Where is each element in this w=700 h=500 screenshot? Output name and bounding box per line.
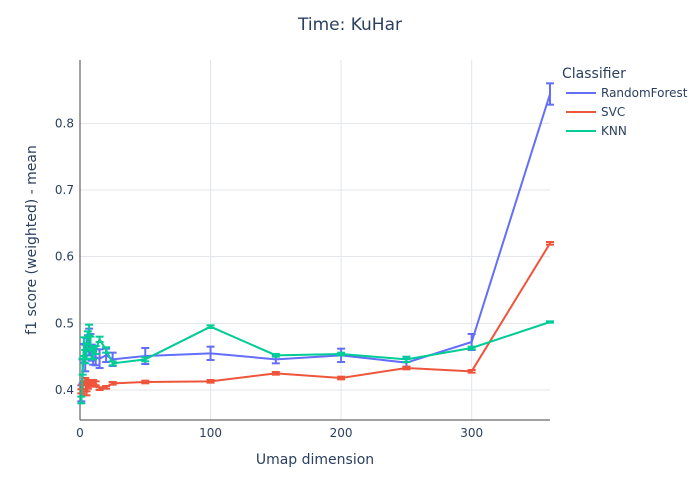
series-group [77, 82, 554, 405]
y-axis-title: f1 score (weighted) - mean [24, 145, 40, 335]
chart-title: Time: KuHar [297, 15, 402, 35]
legend-title: Classifier [562, 66, 626, 82]
legend-item-svc[interactable]: SVC [566, 105, 625, 119]
series-knn [77, 320, 554, 405]
x-tick-label: 0 [76, 426, 84, 440]
axes: 0 100 200 300 0.4 0.5 0.6 0.7 0.8 [55, 60, 550, 440]
legend-item-knn[interactable]: KNN [566, 124, 627, 138]
y-tick-label: 0.4 [55, 383, 74, 397]
legend-label-knn: KNN [601, 124, 627, 138]
x-tick-label: 100 [199, 426, 222, 440]
x-tick-label: 200 [330, 426, 353, 440]
y-tick-label: 0.5 [55, 316, 74, 330]
grid-lines [80, 60, 550, 420]
legend[interactable]: Classifier RandomForest SVC KNN [562, 66, 688, 138]
x-tick-label: 300 [460, 426, 483, 440]
x-axis-title: Umap dimension [256, 452, 374, 468]
y-tick-label: 0.7 [55, 183, 74, 197]
series-svc [77, 241, 554, 397]
legend-label-randomforest: RandomForest [601, 86, 688, 100]
y-tick-label: 0.8 [55, 116, 74, 130]
legend-item-randomforest[interactable]: RandomForest [566, 86, 688, 100]
legend-label-svc: SVC [601, 105, 625, 119]
y-tick-label: 0.6 [55, 250, 74, 264]
